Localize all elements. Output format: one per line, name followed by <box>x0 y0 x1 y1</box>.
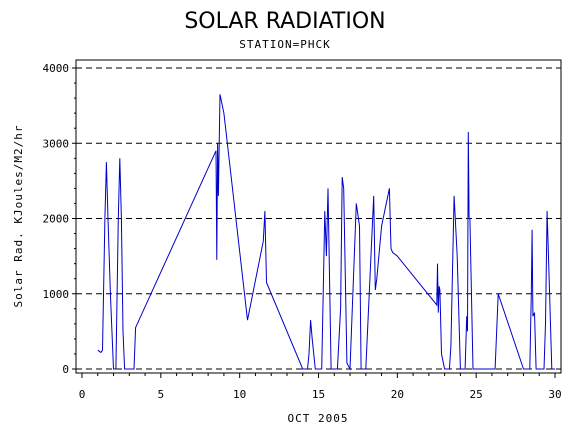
x-tick-label: 20 <box>391 388 404 401</box>
y-tick-label: 3000 <box>43 137 70 150</box>
chart-title: SOLAR RADIATION <box>184 9 385 34</box>
x-tick-label: 5 <box>158 388 165 401</box>
x-tick-label: 25 <box>470 388 483 401</box>
y-tick-label: 1000 <box>43 288 70 301</box>
x-tick-label: 30 <box>548 388 561 401</box>
chart-subtitle: STATION=PHCK <box>239 38 330 51</box>
gridlines <box>76 67 561 370</box>
y-axis-ticks: 0 1000 2000 3000 4000 <box>43 62 76 376</box>
y-axis-label: Solar Rad. KJoules/M2/hr <box>12 125 25 308</box>
x-tick-label: 10 <box>233 388 246 401</box>
y-tick-label: 2000 <box>43 213 70 226</box>
x-axis-label: OCT 2005 <box>288 412 349 425</box>
x-tick-label: 15 <box>312 388 325 401</box>
y-tick-label: 0 <box>62 363 69 376</box>
x-axis-ticks: 0 5 10 15 20 25 30 <box>79 373 562 401</box>
series-line <box>97 94 555 371</box>
plot-frame <box>75 59 562 374</box>
y-tick-label: 4000 <box>43 62 70 75</box>
x-tick-label: 0 <box>79 388 86 401</box>
